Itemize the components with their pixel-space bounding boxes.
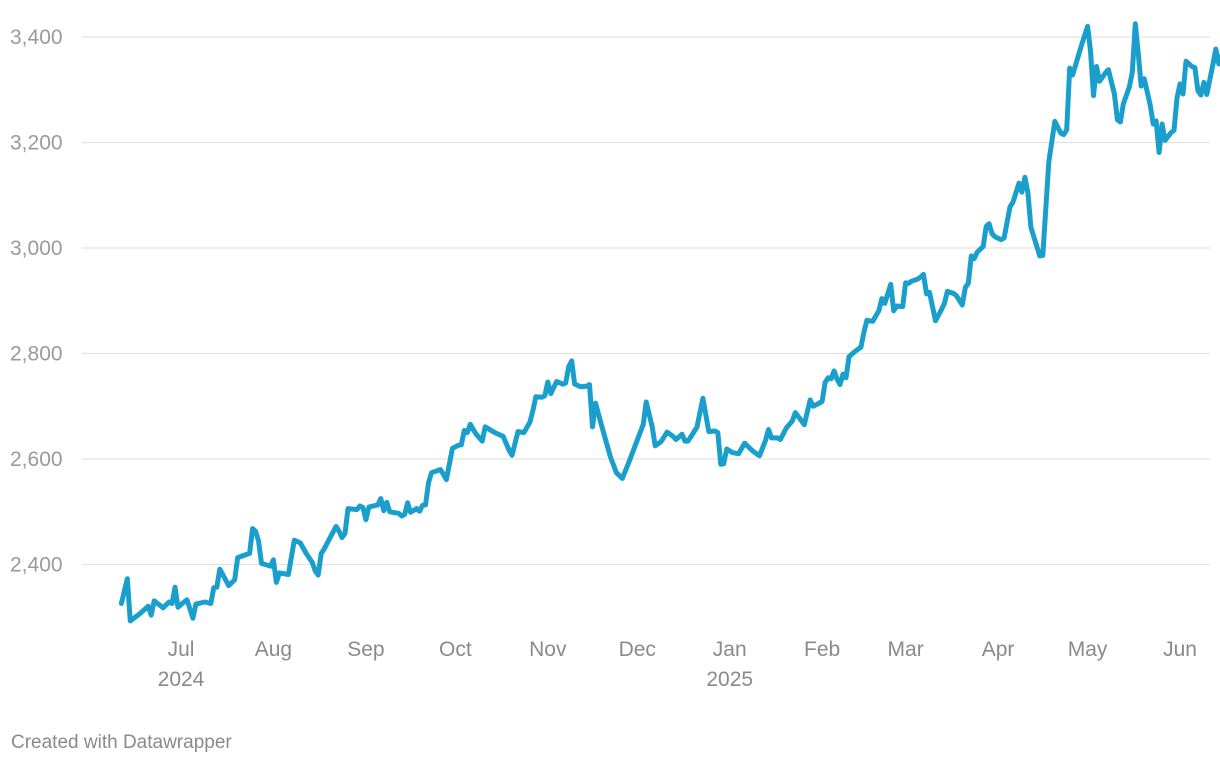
x-tick-label: Feb [804, 638, 840, 661]
x-tick-label: Nov [529, 638, 567, 661]
line-chart: 2,400 2,600 2,800 3,000 3,200 3,400 Jul Aug Sep… [10, 21, 1220, 691]
y-tick-label: 2,600 [10, 448, 63, 471]
y-axis-tick-labels: 2,400 2,600 2,800 3,000 3,200 3,400 [10, 26, 63, 577]
x-tick-label: Sep [347, 638, 384, 661]
datawrapper-credit: Created with Datawrapper [11, 732, 232, 753]
y-tick-label: 3,400 [10, 26, 63, 49]
x-tick-label: Jun [1163, 638, 1197, 661]
x-year-label: 2024 [158, 668, 205, 691]
y-tick-label: 2,800 [10, 343, 63, 366]
x-year-label: 2025 [706, 668, 753, 691]
x-tick-label: Mar [888, 638, 924, 661]
price-series-line [118, 21, 1220, 624]
y-tick-label: 3,000 [10, 237, 63, 260]
y-tick-label: 3,200 [10, 132, 63, 155]
x-tick-label: Aug [255, 638, 292, 661]
x-tick-label: Dec [619, 638, 656, 661]
x-tick-label: Jul [168, 638, 195, 661]
gridlines [82, 36, 1210, 566]
x-tick-label: Jan [713, 638, 747, 661]
series-layer [118, 21, 1220, 624]
x-tick-label: May [1068, 638, 1108, 661]
x-tick-label: Oct [439, 638, 472, 661]
x-tick-label: Apr [982, 638, 1015, 661]
x-axis-tick-labels: Jul Aug Sep Oct Nov Dec Jan Feb Mar Apr May Jun 2024… [158, 638, 1197, 691]
y-tick-label: 2,400 [10, 554, 63, 577]
